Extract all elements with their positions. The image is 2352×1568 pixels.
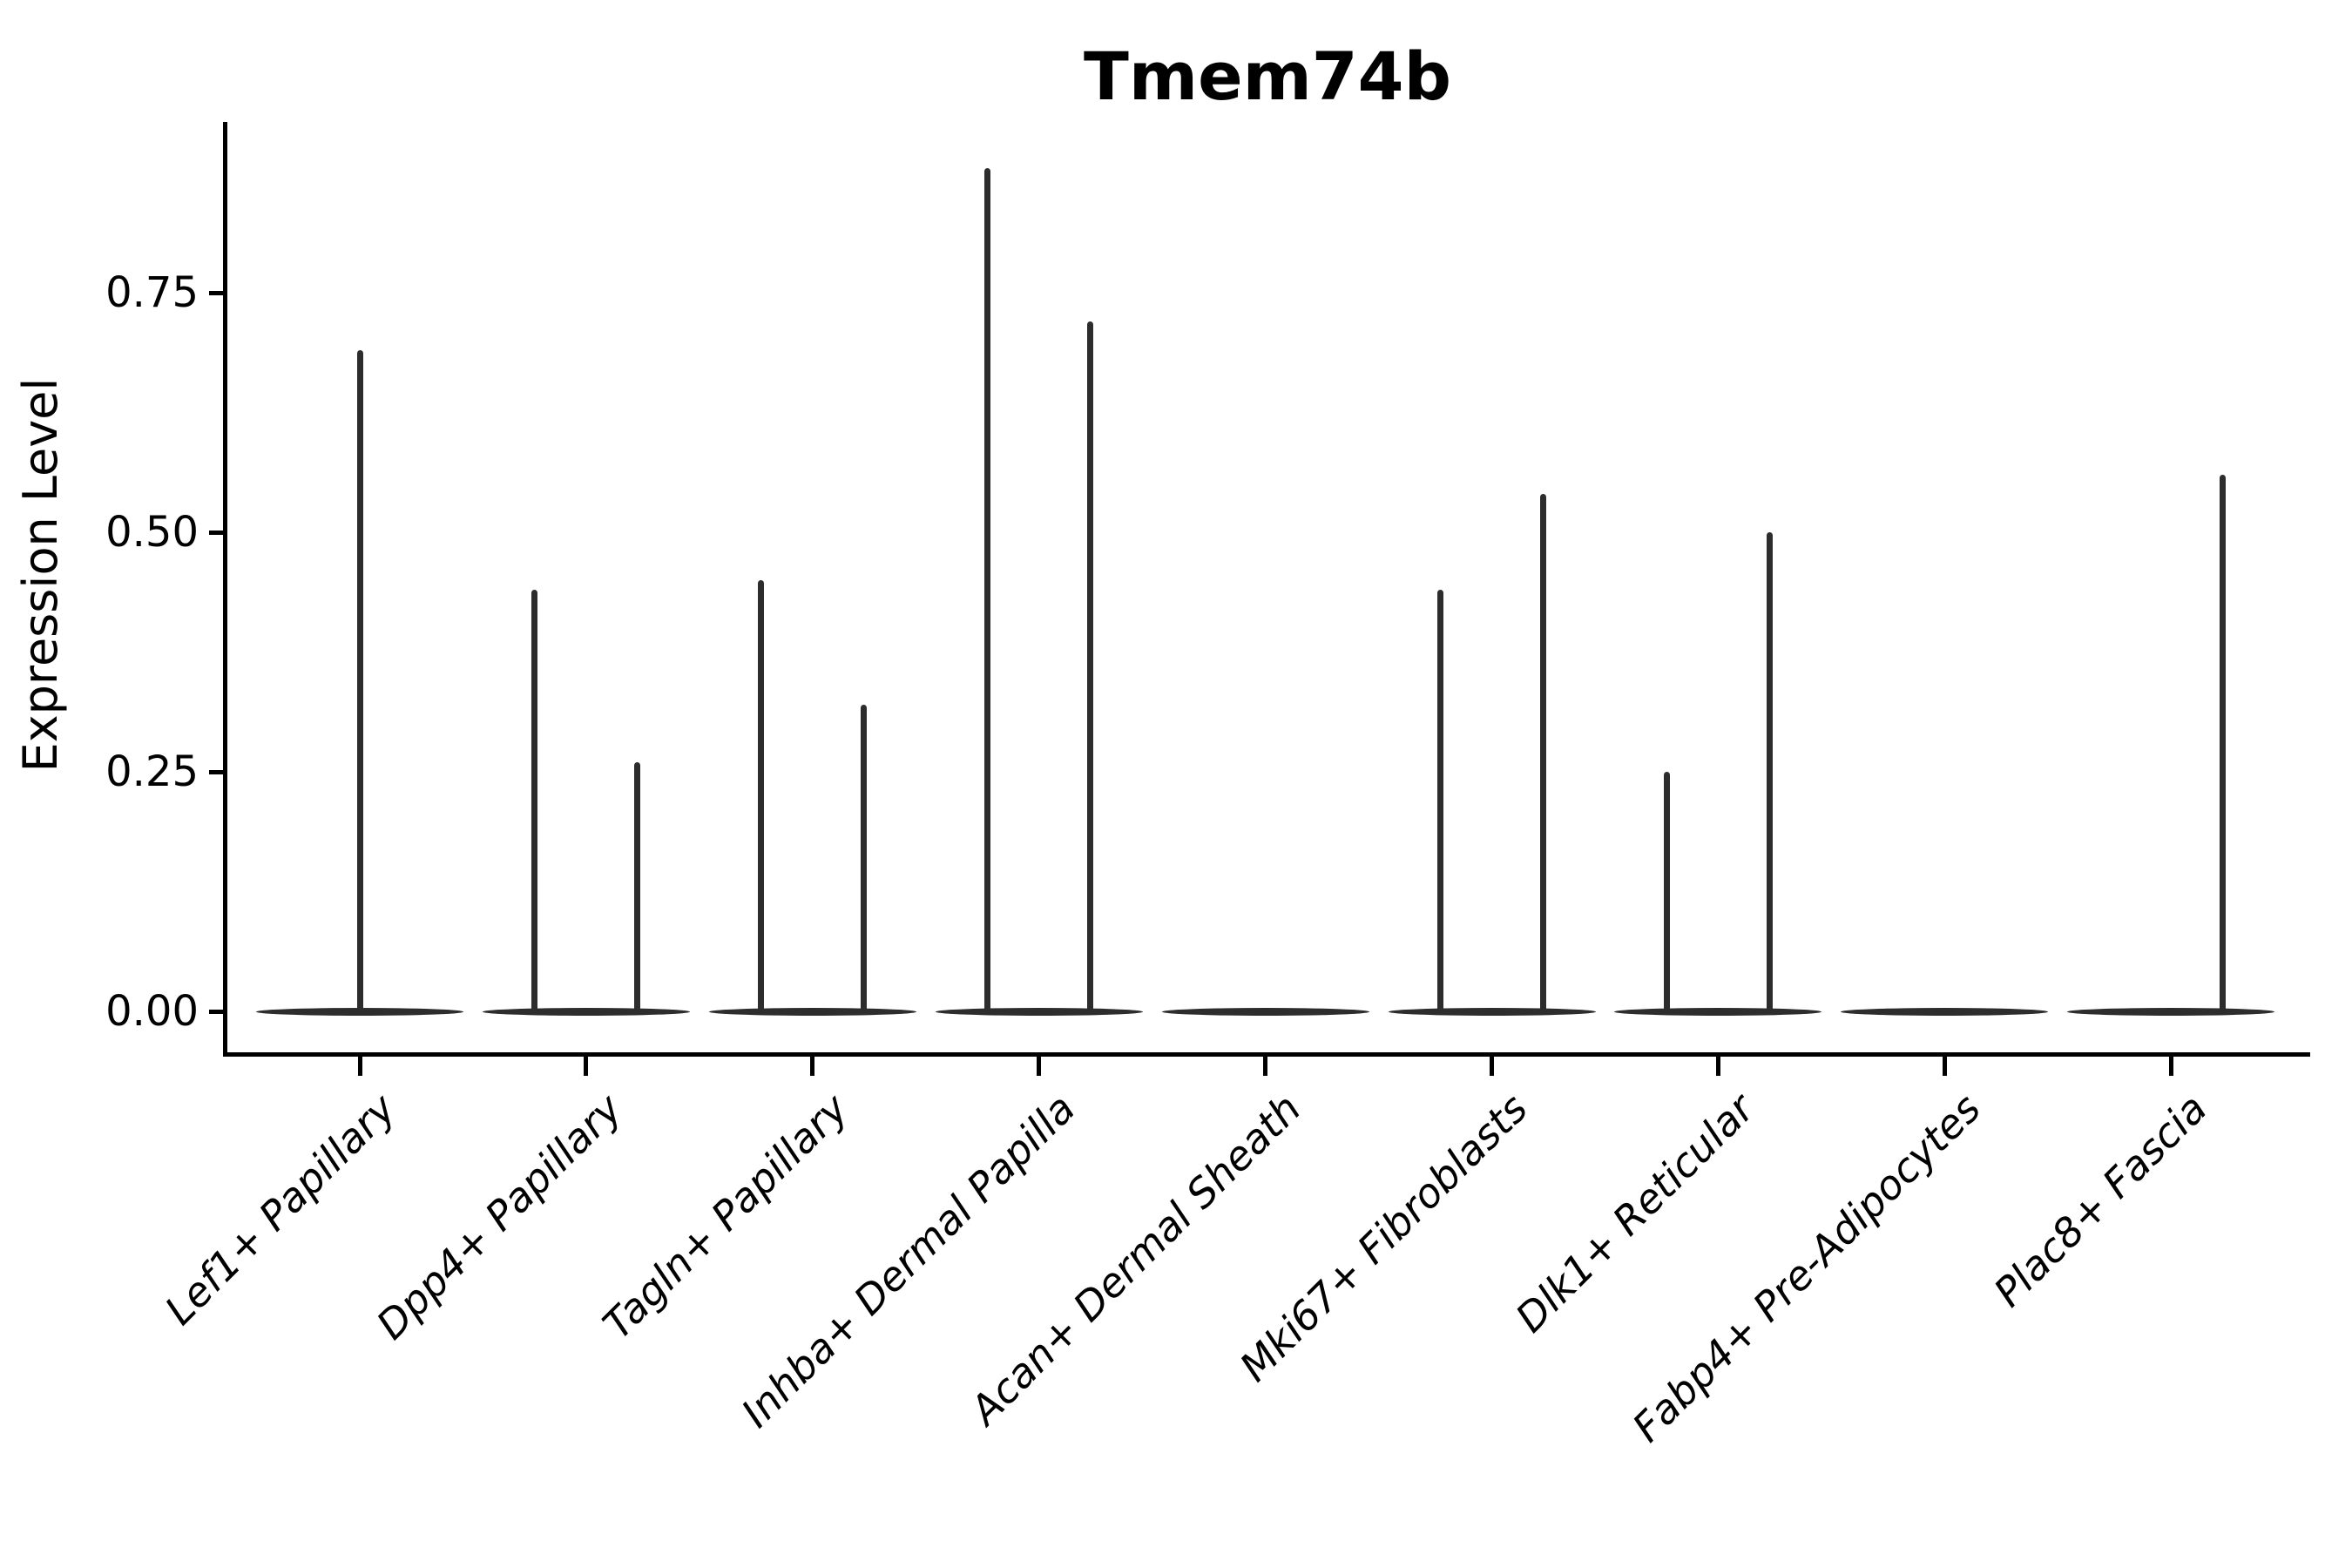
x-tick — [584, 1057, 589, 1076]
y-tick — [209, 769, 223, 774]
y-tick-label: 0.25 — [105, 747, 199, 796]
violin-spike — [1087, 321, 1094, 1011]
x-axis-line — [223, 1052, 2310, 1057]
violin-baseline — [1841, 1007, 2049, 1016]
violin-spike — [1540, 494, 1546, 1011]
x-tick-label: Dlk1+ Reticular — [1506, 1085, 1763, 1342]
x-tick — [1037, 1057, 1042, 1076]
x-tick — [357, 1057, 362, 1076]
x-tick — [810, 1057, 815, 1076]
x-tick-label: Tagln+ Papillary — [593, 1085, 858, 1348]
y-tick-label: 0.50 — [105, 508, 199, 557]
violin-baseline — [2067, 1007, 2275, 1016]
violin-spike — [861, 705, 868, 1011]
y-tick — [209, 290, 223, 295]
violin-baseline — [1388, 1007, 1596, 1016]
y-axis-label: Expression Level — [13, 377, 68, 773]
violin-baseline — [256, 1007, 463, 1016]
violin-spike — [984, 168, 991, 1011]
y-tick — [209, 1009, 223, 1014]
violin-spike — [634, 762, 641, 1011]
violin-spike — [1663, 772, 1670, 1011]
violin-spike — [758, 580, 765, 1011]
x-tick-label: Plac8+ Fascia — [1984, 1085, 2216, 1316]
chart-title: Tmem74b — [1084, 37, 1451, 115]
x-tick — [1942, 1057, 1947, 1076]
violin-spike — [531, 590, 538, 1011]
violin-spike — [356, 350, 363, 1011]
violin-spike — [2219, 475, 2226, 1011]
violin-baseline — [482, 1007, 690, 1016]
violin-spike — [1437, 590, 1443, 1011]
y-tick-label: 0.00 — [105, 987, 199, 1036]
violin-baseline — [708, 1007, 916, 1016]
y-tick — [209, 530, 223, 535]
x-tick — [1490, 1057, 1494, 1076]
violin-baseline — [935, 1007, 1143, 1016]
x-tick — [1715, 1057, 1720, 1076]
violin-baseline — [1614, 1007, 1822, 1016]
y-axis-line — [223, 122, 227, 1057]
x-tick-label: Lef1+ Papillary — [155, 1085, 405, 1335]
violin-baseline — [1161, 1007, 1369, 1016]
x-tick — [1263, 1057, 1268, 1076]
x-tick-label: Dpp4+ Papillary — [367, 1085, 632, 1348]
x-tick — [2168, 1057, 2173, 1076]
violin-spike — [1766, 532, 1773, 1011]
y-tick-label: 0.75 — [105, 268, 199, 317]
